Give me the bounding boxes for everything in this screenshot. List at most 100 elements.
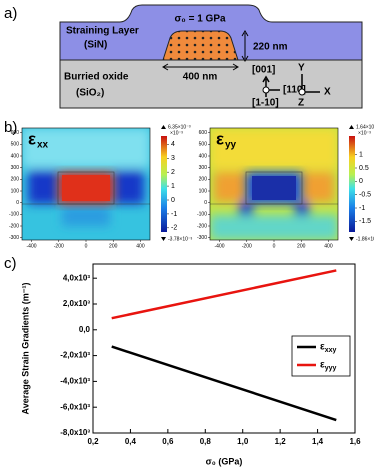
min-marker [349, 237, 354, 241]
max-marker [161, 125, 166, 129]
y-tick-label: 600 [11, 130, 20, 136]
y-tick-label: 100 [199, 188, 208, 194]
oxide-layer [59, 59, 363, 109]
x-tick-label: 400 [324, 243, 333, 249]
width-label: 400 nm [183, 72, 218, 83]
axis-name: X [324, 87, 331, 98]
colorbar-tick-label: 1 [359, 152, 363, 159]
max-marker [349, 125, 354, 129]
x-tick-label: 0,2 [87, 437, 99, 446]
y-tick-label: 500 [11, 142, 20, 148]
schematic: a) σ₀ = 1 GPa Straining Layer (SiN) 220 … [4, 4, 363, 109]
plot-frame [92, 263, 356, 434]
x-tick-label: 1,4 [312, 437, 324, 446]
y-tick-label: 600 [199, 130, 208, 136]
colorbar-tick-label: 0 [359, 178, 363, 185]
y-tick-label: 0 [16, 200, 19, 206]
y-tick-label: 4,0x10³ [63, 273, 90, 282]
x-tick-label: 1,6 [349, 437, 361, 446]
y-tick-label: 2,0x10³ [63, 299, 90, 308]
map-title: ε [216, 129, 224, 148]
y-tick-label: -200 [197, 223, 207, 229]
waveguide [162, 30, 239, 61]
x-tick-label: -200 [242, 243, 252, 249]
axis-name: Y [298, 63, 305, 74]
colorbar-tick-label: -0.5 [359, 192, 371, 199]
direction-label: [1-10] [252, 98, 279, 109]
y-tick-label: 400 [199, 153, 208, 159]
panel-label: b) [4, 119, 17, 136]
y-tick-label: 300 [11, 165, 20, 171]
colorbar-tick-label: 1 [171, 183, 175, 190]
y-tick-label: -300 [197, 235, 207, 241]
legend-box [291, 335, 351, 377]
x-tick-label: 1,0 [237, 437, 249, 446]
map-title-subscript: yy [225, 140, 237, 151]
x-tick-label: -200 [54, 243, 64, 249]
y-tick-label: -2,0x10³ [60, 351, 90, 360]
map-title-subscript: xx [37, 140, 49, 151]
y-tick-label: 0 [204, 200, 207, 206]
colorbar-tick-label: -1 [171, 211, 177, 218]
strain-maps: b) [4, 119, 374, 249]
arrow-heads [162, 63, 239, 71]
y-tick-label: -100 [9, 212, 19, 218]
direction-label: [110] [283, 85, 306, 96]
y-tick-label: -6,0x10³ [60, 402, 90, 411]
oxide-material: (SiO₂) [76, 88, 104, 99]
colorbar-min: -1.86×10⁻³ [356, 236, 374, 242]
axis-origin [262, 86, 270, 94]
colorbar-scale: ×10⁻³ [170, 130, 183, 136]
colorbar-tick-label: -2 [171, 225, 177, 232]
x-tick-label: 0 [273, 243, 276, 249]
colorbar-max: 6.35×10⁻³ [168, 124, 191, 130]
y-tick-label: 200 [11, 177, 20, 183]
y-tick-label: -300 [9, 235, 19, 241]
colorbar-tick-label: 3 [171, 155, 175, 162]
height-label: 220 nm [253, 42, 288, 53]
colorbar-tick-label: 4 [171, 141, 175, 148]
arrow-head [262, 75, 270, 83]
heatmap-xx [22, 128, 150, 240]
direction-label: [001] [252, 65, 275, 76]
colorbar [161, 136, 167, 232]
line-chart: c) 0,2 0,4 0,6 0,8 1,0 1,2 1,4 1,6 -8,0x10³ -6,0x… [4, 255, 361, 466]
colorbar-tick-label: -1.5 [359, 218, 371, 225]
x-tick-label: 0,8 [200, 437, 212, 446]
x-tick-label: 400 [136, 243, 145, 249]
y-axis-label: Average Strain Gradients (m⁻¹) [20, 283, 30, 415]
y-tick-label: 500 [199, 142, 208, 148]
colorbar-tick-label: 2 [171, 169, 175, 176]
x-tick-label: 200 [109, 243, 118, 249]
oxide-label: Burried oxide [64, 72, 129, 83]
layer-material: (SiN) [84, 40, 107, 51]
heatmap-yy [210, 128, 338, 240]
colorbar-tick-label: 0 [171, 197, 175, 204]
stress-label: σ₀ = 1 GPa [174, 14, 226, 25]
arrow-heads [241, 30, 249, 62]
x-tick-label: 0 [85, 243, 88, 249]
x-tick-label: -400 [27, 243, 37, 249]
series-line [111, 269, 337, 320]
y-tick-label: -100 [197, 212, 207, 218]
layer-label: Straining Layer [66, 26, 139, 37]
colorbar-min: -3.78×10⁻³ [168, 236, 193, 242]
y-tick-label: 0,0 [79, 325, 91, 334]
y-tick-label: 300 [199, 165, 208, 171]
x-tick-label: -400 [215, 243, 225, 249]
x-tick-label: 0,6 [162, 437, 174, 446]
axis-origin [298, 88, 306, 96]
x-tick-label: 200 [297, 243, 306, 249]
x-tick-label: 0,4 [125, 437, 137, 446]
map-title: ε [28, 129, 36, 148]
x-axis-label: σ₀ (GPa) [206, 456, 243, 466]
colorbar [349, 136, 355, 232]
colorbar-scale: ×10⁻³ [358, 130, 371, 136]
y-tick-label: 400 [11, 153, 20, 159]
y-tick-label: -8,0x10³ [60, 428, 90, 437]
y-tick-label: -4,0x10³ [60, 377, 90, 386]
axis-name: Z [298, 98, 304, 109]
panel-label: a) [4, 5, 17, 22]
min-marker [161, 237, 166, 241]
